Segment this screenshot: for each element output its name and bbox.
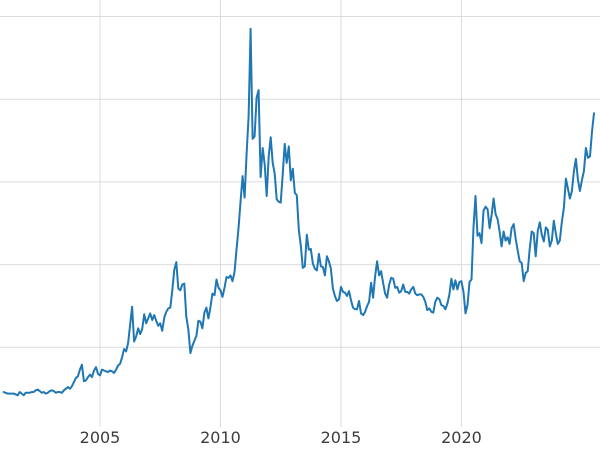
x-tick-label: 2005 <box>79 428 121 447</box>
x-tick-label: 2015 <box>320 428 362 447</box>
grid-lines <box>0 0 600 427</box>
x-tick-label: 2020 <box>441 428 482 447</box>
x-tick-label: 2010 <box>200 428 241 447</box>
price-line <box>2 27 595 397</box>
